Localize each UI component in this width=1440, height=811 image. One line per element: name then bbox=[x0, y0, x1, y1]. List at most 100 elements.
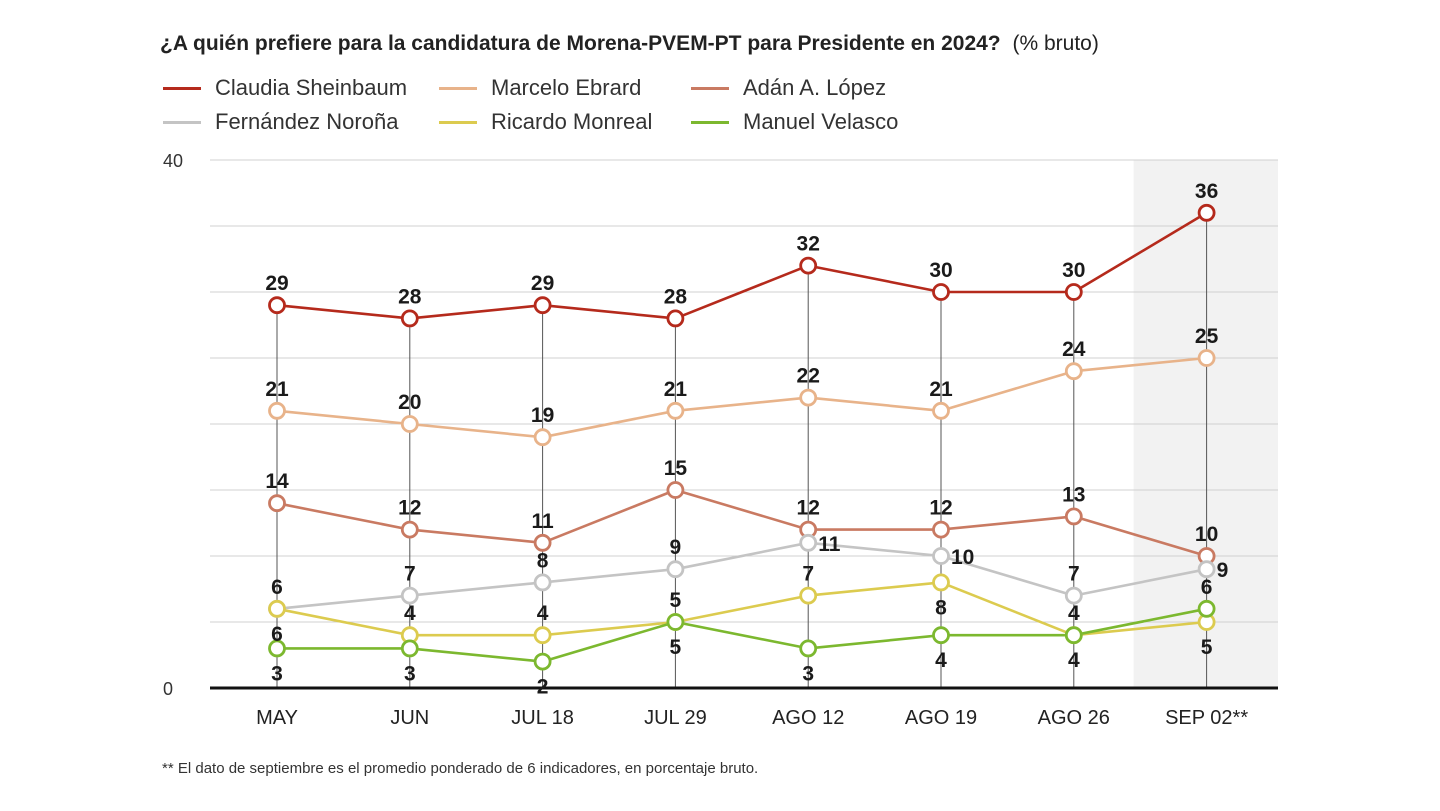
x-tick-label: JUL 18 bbox=[511, 707, 574, 729]
data-label: 21 bbox=[265, 378, 289, 401]
legend-item: Claudia Sheinbaum bbox=[163, 74, 439, 102]
data-label: 3 bbox=[404, 662, 416, 685]
data-point bbox=[799, 256, 818, 275]
data-point bbox=[666, 613, 685, 631]
data-label: 10 bbox=[951, 546, 974, 569]
data-label: 28 bbox=[398, 285, 422, 308]
data-label: 12 bbox=[398, 497, 421, 520]
data-point bbox=[666, 309, 685, 328]
legend-label: Claudia Sheinbaum bbox=[215, 75, 408, 100]
chart-unit-label: (% bruto) bbox=[1012, 32, 1099, 55]
data-label: 6 bbox=[271, 576, 283, 599]
data-point bbox=[799, 388, 818, 407]
legend-label: Ricardo Monreal bbox=[491, 109, 653, 134]
data-point bbox=[533, 296, 552, 315]
x-tick-label: AGO 26 bbox=[1038, 707, 1110, 729]
x-tick-label: JUL 29 bbox=[644, 707, 707, 729]
y-tick-label: 40 bbox=[163, 151, 183, 171]
x-tick-label: MAY bbox=[256, 707, 298, 729]
series-line bbox=[276, 488, 1207, 558]
data-label: 8 bbox=[935, 596, 947, 619]
data-point bbox=[666, 560, 685, 579]
chart-legend: Claudia Sheinbaum Marcelo Ebrard Adán A. L… bbox=[163, 74, 983, 136]
legend-item: Marcelo Ebrard bbox=[439, 74, 691, 102]
legend-swatch bbox=[691, 120, 729, 124]
data-point bbox=[932, 547, 950, 565]
data-point bbox=[268, 296, 286, 315]
data-point bbox=[400, 639, 419, 658]
series-line bbox=[276, 211, 1208, 320]
data-point bbox=[400, 520, 419, 539]
data-point bbox=[666, 481, 685, 499]
data-label: 9 bbox=[670, 536, 682, 559]
x-tick-label: AGO 19 bbox=[905, 707, 977, 729]
data-point bbox=[268, 401, 286, 420]
data-point bbox=[268, 639, 286, 658]
data-label: 4 bbox=[935, 649, 947, 672]
y-tick-label: 0 bbox=[163, 679, 173, 699]
data-label: 30 bbox=[929, 259, 952, 282]
legend-label: Fernández Noroña bbox=[215, 109, 399, 134]
data-label: 10 bbox=[1195, 523, 1218, 546]
footnote: ** El dato de septiembre es el promedio … bbox=[162, 760, 759, 777]
legend-label: Manuel Velasco bbox=[743, 109, 899, 134]
data-point bbox=[1064, 507, 1083, 526]
legend-swatch bbox=[439, 120, 477, 124]
x-tick-label: SEP 02** bbox=[1165, 707, 1248, 729]
data-label: 4 bbox=[1068, 602, 1080, 625]
data-point bbox=[666, 401, 685, 420]
data-point bbox=[533, 573, 552, 592]
data-point bbox=[932, 401, 950, 420]
series-line bbox=[276, 581, 1207, 637]
data-label: 6 bbox=[1201, 576, 1213, 599]
data-label: 4 bbox=[1068, 649, 1080, 672]
data-label: 24 bbox=[1062, 338, 1086, 361]
series-line bbox=[276, 541, 1207, 611]
data-label: 12 bbox=[797, 497, 820, 520]
legend-item: Manuel Velasco bbox=[691, 108, 951, 136]
data-label: 5 bbox=[670, 589, 682, 612]
data-label: 9 bbox=[1217, 559, 1229, 582]
data-point bbox=[1064, 586, 1083, 605]
data-point bbox=[268, 599, 286, 618]
data-point bbox=[799, 533, 818, 552]
data-point bbox=[932, 573, 950, 592]
data-label: 21 bbox=[664, 378, 688, 401]
data-label: 25 bbox=[1195, 325, 1219, 348]
data-point bbox=[799, 639, 818, 658]
x-tick-label: JUN bbox=[390, 707, 429, 729]
legend-label: Adán A. López bbox=[743, 75, 887, 100]
data-point bbox=[400, 309, 419, 328]
data-point bbox=[1197, 203, 1216, 222]
data-label: 6 bbox=[271, 623, 283, 646]
data-point bbox=[1197, 349, 1216, 367]
data-point bbox=[932, 283, 950, 301]
series-line bbox=[277, 607, 1207, 663]
legend-item: Fernández Noroña bbox=[163, 108, 439, 136]
data-label: 21 bbox=[929, 378, 953, 401]
data-point bbox=[533, 652, 552, 671]
x-tick-label: AGO 12 bbox=[772, 707, 844, 729]
legend-item: Adán A. López bbox=[691, 74, 951, 102]
data-point bbox=[533, 626, 552, 645]
data-point bbox=[533, 533, 552, 552]
data-point bbox=[932, 520, 950, 539]
data-point bbox=[268, 494, 286, 513]
data-point bbox=[1064, 362, 1083, 381]
legend-swatch bbox=[163, 120, 201, 124]
data-label: 11 bbox=[818, 533, 841, 556]
data-label: 4 bbox=[404, 602, 416, 625]
data-label: 30 bbox=[1062, 259, 1085, 282]
data-label: 19 bbox=[531, 404, 554, 427]
data-point bbox=[400, 586, 419, 605]
data-label: 7 bbox=[404, 563, 416, 586]
data-point bbox=[400, 415, 419, 433]
data-point bbox=[799, 586, 818, 605]
chart-title: ¿A quién prefiere para la candidatura de… bbox=[160, 32, 1099, 56]
data-point bbox=[1064, 626, 1083, 645]
data-label: 13 bbox=[1062, 483, 1085, 506]
data-label: 29 bbox=[531, 272, 554, 295]
data-label: 7 bbox=[802, 563, 814, 586]
data-label: 29 bbox=[265, 272, 288, 295]
data-point bbox=[1197, 560, 1216, 579]
